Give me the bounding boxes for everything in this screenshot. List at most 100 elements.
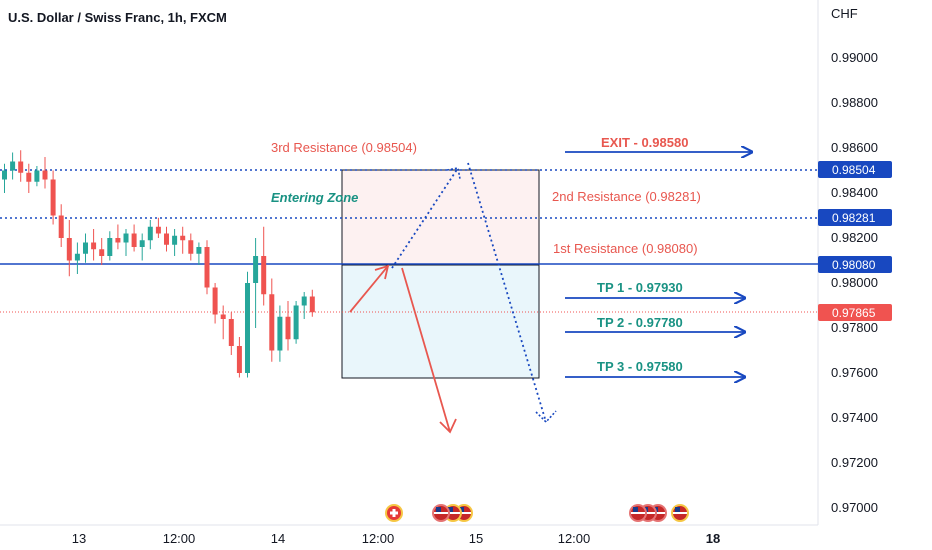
candle-body bbox=[91, 242, 97, 250]
candle-body bbox=[261, 256, 267, 295]
candle bbox=[155, 217, 161, 238]
price-tick-label: 0.98000 bbox=[831, 275, 878, 290]
candle bbox=[180, 226, 186, 254]
candle bbox=[204, 240, 210, 295]
candle-body bbox=[301, 296, 307, 306]
candle bbox=[285, 301, 291, 351]
candle-body bbox=[42, 170, 48, 180]
tp1-label: TP 1 - 0.97930 bbox=[597, 280, 683, 295]
candle bbox=[196, 242, 202, 265]
first-resistance-label: 1st Resistance (0.98080) bbox=[553, 241, 698, 256]
price-tag-r1-text: 0.98080 bbox=[832, 258, 876, 272]
candle-body bbox=[2, 170, 7, 180]
candle-body bbox=[196, 247, 202, 254]
entry-up-arrow-head bbox=[374, 264, 390, 280]
time-tick-label: 12:00 bbox=[362, 531, 395, 546]
candle bbox=[164, 226, 169, 252]
candle bbox=[91, 229, 97, 261]
candle-body bbox=[18, 161, 24, 173]
support-zone[interactable] bbox=[341, 264, 540, 379]
event-flag-swiss[interactable] bbox=[385, 504, 403, 522]
price-tick-label: 0.97600 bbox=[831, 365, 878, 380]
candle bbox=[123, 229, 129, 256]
candle-body bbox=[10, 161, 16, 171]
candle-body bbox=[245, 283, 250, 373]
candle-body bbox=[58, 215, 64, 238]
candle-body bbox=[99, 249, 105, 256]
entering-zone-label: Entering Zone bbox=[271, 190, 358, 205]
candle bbox=[50, 170, 56, 225]
candle-body bbox=[172, 235, 178, 245]
candle-body bbox=[285, 316, 291, 340]
candle-body bbox=[26, 172, 32, 182]
candle-body bbox=[180, 235, 186, 241]
time-tick-label: 13 bbox=[72, 531, 86, 546]
candle-body bbox=[269, 294, 275, 351]
candle bbox=[253, 238, 259, 328]
price-tick-label: 0.97000 bbox=[831, 500, 878, 515]
candle bbox=[66, 220, 72, 277]
price-tick-label: 0.98400 bbox=[831, 185, 878, 200]
time-tick-label: 14 bbox=[271, 531, 285, 546]
candle-body bbox=[164, 233, 169, 245]
candle bbox=[172, 229, 178, 256]
candle bbox=[34, 166, 40, 187]
price-tick-label: 0.97200 bbox=[831, 455, 878, 470]
event-flag-us-group-2[interactable] bbox=[629, 504, 689, 522]
candle-body bbox=[293, 305, 299, 340]
candle-body bbox=[131, 233, 137, 247]
candle bbox=[131, 224, 137, 252]
projected-down-path[interactable] bbox=[467, 162, 547, 423]
price-tag-r1: 0.98080 bbox=[818, 256, 892, 273]
candle bbox=[83, 233, 88, 263]
candle bbox=[115, 224, 121, 250]
candle bbox=[228, 312, 234, 355]
candle bbox=[147, 220, 153, 250]
price-tag-r2: 0.98281 bbox=[818, 209, 892, 226]
candle-body bbox=[107, 238, 113, 256]
candle bbox=[301, 292, 307, 319]
candle-body bbox=[74, 253, 80, 261]
candle bbox=[2, 163, 7, 193]
price-tag-r2-text: 0.98281 bbox=[832, 211, 876, 225]
time-axis-ticks: 13 12:00 14 12:00 15 12:00 18 bbox=[72, 531, 720, 546]
candle-body bbox=[277, 316, 283, 351]
candle-body bbox=[115, 238, 121, 243]
candle-body bbox=[34, 170, 40, 182]
candle-body bbox=[123, 233, 129, 243]
candle-body bbox=[83, 242, 88, 254]
candle-body bbox=[155, 226, 161, 234]
candlestick-series bbox=[2, 150, 315, 378]
candle bbox=[236, 337, 242, 378]
drop-down-arrow-head bbox=[439, 418, 457, 434]
second-resistance-label: 2nd Resistance (0.98281) bbox=[552, 189, 701, 204]
candle bbox=[245, 271, 250, 378]
price-tag-r3-text: 0.98504 bbox=[832, 163, 876, 177]
candle bbox=[220, 305, 226, 340]
time-tick-label: 12:00 bbox=[163, 531, 196, 546]
event-flag-us-group-1[interactable] bbox=[432, 504, 473, 522]
third-resistance-label: 3rd Resistance (0.98504) bbox=[271, 140, 417, 155]
currency-label: CHF bbox=[831, 6, 858, 21]
candle bbox=[188, 233, 194, 261]
drop-down-arrow[interactable] bbox=[401, 267, 451, 433]
projected-down-head bbox=[535, 410, 557, 424]
candle bbox=[99, 238, 105, 265]
candle bbox=[18, 150, 24, 182]
candle-body bbox=[220, 314, 226, 319]
entry-up-arrow[interactable] bbox=[349, 265, 389, 313]
candle bbox=[10, 152, 16, 180]
candle bbox=[107, 231, 113, 261]
candle-body bbox=[50, 179, 56, 216]
exit-label: EXIT - 0.98580 bbox=[601, 135, 688, 150]
candle-body bbox=[204, 247, 210, 288]
candle bbox=[293, 301, 299, 344]
candle bbox=[277, 305, 283, 362]
candle bbox=[26, 163, 32, 193]
price-tick-label: 0.98200 bbox=[831, 230, 878, 245]
candle-body bbox=[66, 238, 72, 261]
candle-body bbox=[228, 319, 234, 346]
price-tick-label: 0.98800 bbox=[831, 95, 878, 110]
candle bbox=[139, 233, 145, 261]
candle-body bbox=[188, 240, 194, 254]
